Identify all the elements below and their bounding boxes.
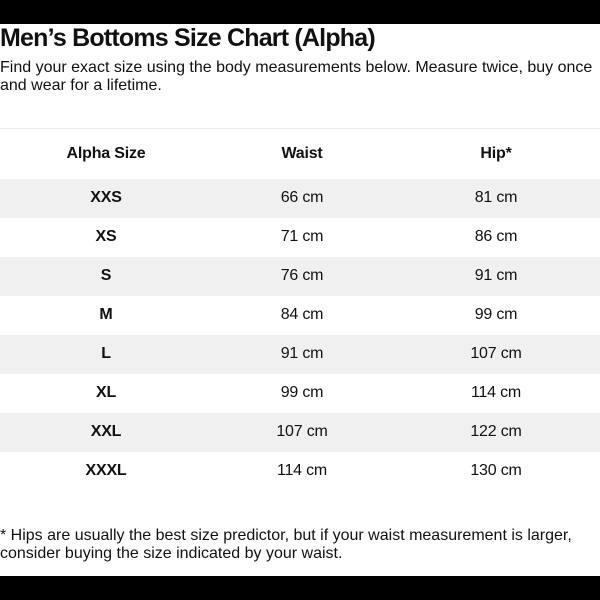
- subtitle-line-2: and wear for a lifetime.: [0, 77, 162, 94]
- hip-cell: 130 cm: [470, 462, 522, 479]
- waist-cell: 114 cm: [276, 462, 328, 479]
- subtitle-line-1: Find your exact size using the body meas…: [0, 59, 593, 76]
- table-row-xl: XL 99 cm 114 cm: [0, 373, 600, 413]
- size-chart-page: Men’s Bottoms Size Chart (Alpha) Find yo…: [0, 24, 600, 576]
- waist-cell: 91 cm: [280, 345, 324, 362]
- table-row-xxl: XXL 107 cm 122 cm: [0, 412, 600, 452]
- size-cell: S: [100, 267, 112, 284]
- waist-cell: 71 cm: [280, 228, 324, 245]
- waist-cell: 99 cm: [280, 384, 324, 401]
- page-title: Men’s Bottoms Size Chart (Alpha): [0, 24, 376, 52]
- size-cell: L: [101, 345, 111, 362]
- column-header-alpha-size: Alpha Size: [0, 128, 212, 179]
- table-row-l: L 91 cm 107 cm: [0, 334, 600, 374]
- size-cell: M: [99, 306, 113, 323]
- table-row-s: S 76 cm 91 cm: [0, 256, 600, 296]
- hip-cell: 114 cm: [470, 384, 522, 401]
- size-cell: XXL: [90, 423, 122, 440]
- letterbox-bottom-bar: [0, 576, 600, 600]
- waist-cell: 76 cm: [280, 267, 324, 284]
- table-row-m: M 84 cm 99 cm: [0, 295, 600, 335]
- table-row-xxs: XXS 66 cm 81 cm: [0, 178, 600, 218]
- column-header-waist: Waist: [212, 128, 392, 179]
- footnote-line-1: * Hips are usually the best size predict…: [0, 526, 572, 544]
- hip-cell: 91 cm: [474, 267, 518, 284]
- size-chart-table: Alpha Size Waist Hip* XXS 66 cm 81 cm XS…: [0, 128, 600, 491]
- table-row-xs: XS 71 cm 86 cm: [0, 217, 600, 257]
- table-header-row: Alpha Size Waist Hip*: [0, 128, 600, 179]
- waist-cell: 107 cm: [276, 423, 328, 440]
- size-cell: XS: [95, 228, 117, 245]
- hip-cell: 81 cm: [474, 189, 518, 206]
- waist-cell: 66 cm: [280, 189, 324, 206]
- waist-cell: 84 cm: [280, 306, 324, 323]
- letterbox-top-bar: [0, 0, 600, 24]
- size-cell: XXXL: [85, 462, 127, 479]
- hip-cell: 86 cm: [474, 228, 518, 245]
- footnote-line-2: consider buying the size indicated by yo…: [0, 544, 343, 562]
- size-cell: XL: [95, 384, 117, 401]
- hip-cell: 107 cm: [470, 345, 522, 362]
- table-row-xxxl: XXXL 114 cm 130 cm: [0, 451, 600, 491]
- hip-cell: 122 cm: [470, 423, 522, 440]
- column-header-hip: Hip*: [392, 128, 600, 179]
- size-cell: XXS: [90, 189, 122, 206]
- hip-cell: 99 cm: [474, 306, 518, 323]
